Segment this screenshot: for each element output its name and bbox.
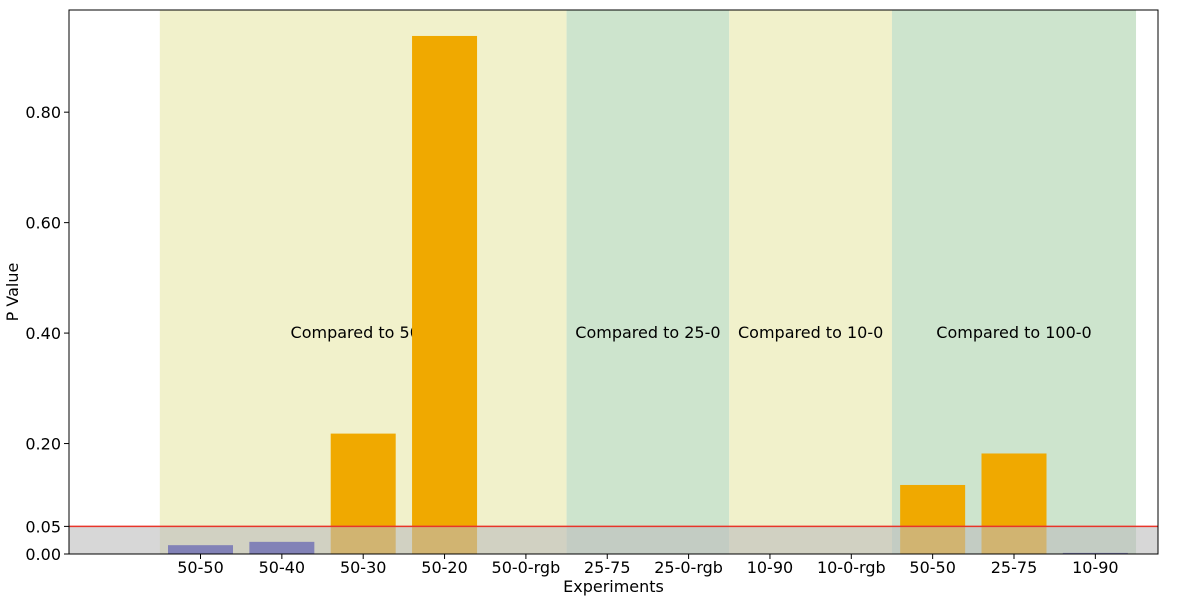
y-tick-label-3: 0.40 <box>25 324 61 343</box>
region-label-2: Compared to 10-0 <box>738 323 883 342</box>
x-tick-label-10: 25-75 <box>991 558 1038 577</box>
y-tick-label-1: 0.05 <box>25 517 61 536</box>
plot-frame <box>68 9 1159 555</box>
y-tick-label-0: 0.00 <box>25 545 61 564</box>
region-label-3: Compared to 100-0 <box>936 323 1091 342</box>
y-axis: 0.00 0.05 0.20 0.40 0.60 0.80 <box>25 103 69 564</box>
y-tick-label-5: 0.80 <box>25 103 61 122</box>
region-label-0: Compared to 50-0 <box>291 323 436 342</box>
x-tick-label-2: 50-30 <box>340 558 387 577</box>
region-2 <box>729 10 892 554</box>
x-tick-label-3: 50-20 <box>421 558 468 577</box>
x-tick-label-9: 50-50 <box>909 558 956 577</box>
x-tick-label-8: 10-0-rgb <box>817 558 886 577</box>
y-axis-title: P Value <box>3 263 22 322</box>
x-tick-label-6: 25-0-rgb <box>654 558 723 577</box>
y-tick-label-2: 0.20 <box>25 435 61 454</box>
significance-band <box>69 526 1158 554</box>
bar-3 <box>412 35 478 555</box>
x-tick-label-5: 25-75 <box>584 558 631 577</box>
x-tick-label-4: 50-0-rgb <box>492 558 561 577</box>
x-tick-label-0: 50-50 <box>177 558 224 577</box>
region-label-1: Compared to 25-0 <box>575 323 720 342</box>
region-labels: Compared to 50-0 Compared to 25-0 Compared… <box>291 323 1092 342</box>
x-tick-label-7: 10-90 <box>747 558 794 577</box>
x-axis-title: Experiments <box>563 577 664 596</box>
x-tick-label-1: 50-40 <box>259 558 306 577</box>
y-tick-label-4: 0.60 <box>25 214 61 233</box>
region-1 <box>566 10 730 554</box>
x-axis: 50-50 50-40 50-30 50-20 50-0-rgb 25-75 25-0-rg… <box>177 554 1119 577</box>
background-regions <box>159 10 1137 554</box>
x-tick-label-11: 10-90 <box>1072 558 1119 577</box>
